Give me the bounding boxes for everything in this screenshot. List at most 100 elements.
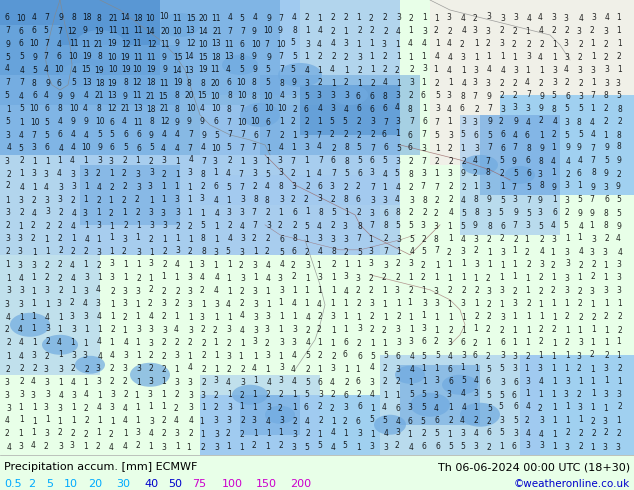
Text: 8: 8	[58, 104, 62, 113]
Text: 1: 1	[512, 326, 517, 335]
Text: Precipitation accum. [mm] ECMWF: Precipitation accum. [mm] ECMWF	[4, 462, 197, 472]
Text: 1: 1	[408, 430, 412, 439]
Text: 3: 3	[396, 338, 401, 347]
Text: 3: 3	[552, 78, 557, 87]
Text: 9: 9	[603, 170, 608, 178]
Text: 4: 4	[500, 66, 505, 74]
Text: 4: 4	[462, 26, 466, 35]
Text: 9: 9	[590, 183, 595, 192]
Text: 1: 1	[266, 144, 271, 152]
Text: 1: 1	[305, 170, 309, 179]
Text: 3: 3	[149, 169, 154, 177]
Text: 2: 2	[369, 274, 373, 283]
Text: 2: 2	[58, 286, 63, 294]
Text: 1: 1	[526, 286, 530, 295]
Text: 3: 3	[214, 248, 219, 257]
Ellipse shape	[332, 85, 368, 105]
Text: 2: 2	[149, 364, 153, 373]
Text: 3: 3	[188, 273, 192, 282]
Text: 7: 7	[316, 131, 321, 140]
Text: 7: 7	[239, 170, 243, 179]
Bar	[260, 75, 420, 155]
Text: 3: 3	[500, 313, 505, 322]
Text: 4: 4	[538, 13, 543, 23]
Text: 4: 4	[265, 182, 270, 191]
Text: 5: 5	[500, 156, 504, 165]
Text: 1: 1	[435, 313, 439, 322]
Text: 2: 2	[240, 287, 244, 296]
Text: 4: 4	[84, 91, 89, 100]
Text: 2: 2	[84, 416, 89, 425]
Text: 2: 2	[578, 442, 583, 451]
Text: 1: 1	[266, 429, 271, 438]
Text: 2: 2	[123, 390, 128, 398]
Text: 2: 2	[512, 40, 516, 49]
Text: 2: 2	[330, 13, 335, 23]
Ellipse shape	[160, 13, 200, 37]
Text: 3: 3	[71, 391, 76, 400]
Text: 1: 1	[214, 261, 218, 270]
Text: 2: 2	[318, 402, 322, 412]
Text: 5: 5	[539, 222, 543, 231]
Text: 2: 2	[175, 390, 179, 399]
Text: 3: 3	[240, 273, 245, 283]
Text: 15: 15	[198, 91, 207, 100]
Text: 4: 4	[110, 350, 115, 360]
Text: 5: 5	[395, 169, 399, 178]
Text: 4: 4	[474, 429, 479, 438]
Text: 1: 1	[239, 402, 243, 412]
Text: 6: 6	[226, 77, 231, 87]
Text: 1: 1	[422, 13, 427, 22]
Text: 2: 2	[57, 221, 62, 230]
Text: 9: 9	[487, 117, 492, 125]
Text: 1: 1	[331, 273, 335, 282]
Text: 7: 7	[421, 181, 425, 191]
Text: 4: 4	[161, 129, 166, 139]
Text: 4: 4	[461, 235, 466, 244]
Text: 2: 2	[618, 364, 622, 372]
Text: 1: 1	[83, 339, 88, 348]
Text: 5: 5	[46, 479, 53, 490]
Text: 8: 8	[32, 79, 37, 88]
Text: 3: 3	[370, 117, 375, 126]
Text: 1: 1	[5, 260, 10, 269]
Text: 8: 8	[474, 195, 478, 204]
Text: 5: 5	[226, 247, 230, 256]
Text: 4: 4	[201, 143, 206, 152]
Text: 3: 3	[214, 430, 219, 439]
Text: 1: 1	[538, 300, 543, 309]
Text: 1: 1	[123, 273, 127, 282]
Text: 21: 21	[108, 14, 118, 23]
Text: 3: 3	[447, 91, 451, 100]
Text: 2: 2	[382, 326, 387, 335]
Text: 4: 4	[317, 40, 321, 49]
Text: 8: 8	[292, 234, 297, 243]
Text: 6: 6	[343, 350, 347, 360]
Text: 1: 1	[253, 247, 257, 256]
Text: 1: 1	[525, 235, 529, 244]
Text: 6: 6	[566, 92, 570, 101]
Text: 3: 3	[370, 377, 375, 387]
Text: 5: 5	[422, 247, 427, 256]
Text: 2: 2	[122, 156, 127, 165]
Text: 5: 5	[396, 221, 401, 230]
Text: 1: 1	[32, 183, 37, 192]
Text: 10: 10	[29, 39, 39, 49]
Text: 2: 2	[552, 325, 557, 334]
Text: 4: 4	[460, 416, 465, 425]
Text: 2: 2	[58, 246, 63, 255]
Text: 2: 2	[448, 27, 453, 36]
Text: 6: 6	[512, 442, 517, 451]
Text: 1: 1	[590, 300, 595, 309]
Text: 5: 5	[564, 131, 569, 140]
Text: 1: 1	[214, 365, 219, 374]
Text: 7: 7	[227, 27, 232, 36]
Text: 2: 2	[499, 170, 504, 178]
Text: 2: 2	[422, 429, 426, 439]
Text: 1: 1	[71, 286, 76, 295]
Text: 1: 1	[110, 312, 115, 321]
Text: 2: 2	[384, 26, 388, 36]
Text: 2: 2	[58, 208, 63, 217]
Text: 2: 2	[110, 287, 115, 296]
Text: 1: 1	[552, 377, 557, 387]
